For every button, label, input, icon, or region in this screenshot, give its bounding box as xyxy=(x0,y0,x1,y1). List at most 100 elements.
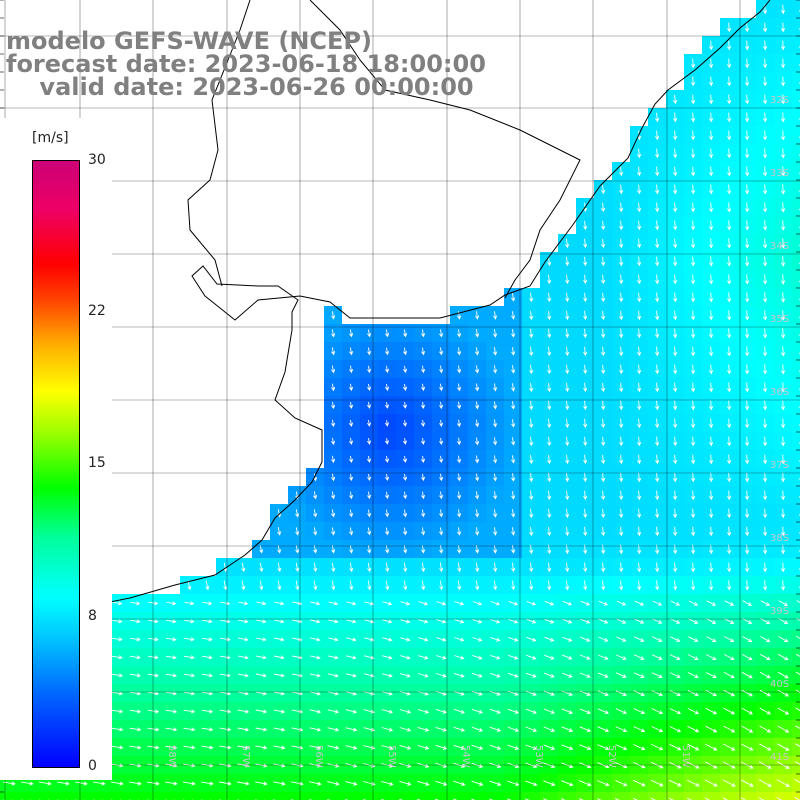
wind-arrow xyxy=(363,727,376,732)
wind-arrow xyxy=(273,781,286,786)
wind-arrow xyxy=(543,744,556,751)
wind-arrow xyxy=(346,655,357,660)
wind-arrow xyxy=(637,454,642,465)
wind-arrow xyxy=(366,420,372,427)
wind-arrow xyxy=(583,310,588,321)
wind-arrow xyxy=(313,580,318,591)
wind-arrow xyxy=(165,673,178,678)
wind-arrow xyxy=(637,202,642,213)
wind-arrow xyxy=(457,545,462,554)
wind-cell xyxy=(792,162,800,180)
wind-arrow xyxy=(309,673,321,678)
wind-arrow xyxy=(637,148,642,159)
wind-arrow xyxy=(490,601,501,606)
wind-arrow xyxy=(457,329,462,338)
wind-arrow xyxy=(579,690,591,696)
wind-arrow xyxy=(709,364,714,375)
wind-arrow xyxy=(763,58,768,69)
wind-arrow xyxy=(475,383,480,392)
wind-arrow xyxy=(601,436,606,447)
wind-arrow xyxy=(723,689,736,697)
wind-arrow xyxy=(740,779,754,787)
wind-cell xyxy=(792,468,800,486)
wind-arrow xyxy=(402,420,408,427)
wind-arrow xyxy=(493,365,498,374)
wind-arrow xyxy=(727,508,732,519)
wind-arrow xyxy=(490,619,501,624)
wind-arrow xyxy=(112,637,123,642)
wind-arrow xyxy=(475,419,480,428)
wind-arrow xyxy=(727,328,732,339)
wind-arrow xyxy=(745,436,750,447)
wind-arrow xyxy=(349,545,354,554)
wind-arrow xyxy=(601,256,606,267)
wind-arrow xyxy=(367,509,372,518)
wind-arrow xyxy=(673,202,678,213)
wind-arrow xyxy=(385,527,390,536)
wind-arrow xyxy=(758,797,765,800)
wind-arrow xyxy=(384,420,390,427)
wind-arrow xyxy=(691,148,696,159)
wind-arrow xyxy=(508,672,519,678)
latitude-labels: 32S 33S 34S 35S 36S 37S 38S 39S 40S 41S xyxy=(770,95,789,763)
wind-arrow xyxy=(763,490,768,501)
wind-arrow xyxy=(475,473,480,482)
wind-arrow xyxy=(655,382,660,393)
wind-arrow xyxy=(223,562,228,573)
wind-arrow xyxy=(273,727,286,732)
wind-arrow xyxy=(367,329,372,338)
wind-arrow xyxy=(471,708,483,714)
wind-arrow xyxy=(346,619,357,624)
wind-arrow xyxy=(673,526,678,537)
wind-arrow xyxy=(274,637,285,642)
wind-cell xyxy=(486,792,504,800)
wind-arrow xyxy=(313,562,318,573)
wind-arrow xyxy=(579,708,592,714)
wind-arrow xyxy=(547,526,552,537)
wind-arrow xyxy=(619,418,624,429)
wind-arrow xyxy=(727,130,732,141)
wind-cell xyxy=(450,792,468,800)
wind-arrow xyxy=(421,562,426,573)
wind-arrow xyxy=(745,148,750,159)
wind-arrow xyxy=(745,382,750,393)
wind-arrow xyxy=(565,238,570,249)
wind-arrow xyxy=(529,346,534,357)
wind-arrow xyxy=(763,238,768,249)
wind-arrow xyxy=(291,781,304,786)
wind-arrow xyxy=(745,346,750,357)
wind-arrow xyxy=(439,437,444,446)
wind-arrow xyxy=(543,708,555,714)
wind-arrow xyxy=(439,491,444,500)
wind-arrow xyxy=(583,490,588,501)
wind-arrow xyxy=(745,40,750,51)
wind-arrow xyxy=(489,708,502,714)
wind-arrow xyxy=(742,600,753,606)
wind-arrow xyxy=(781,76,786,87)
wind-arrow xyxy=(112,619,123,624)
wind-arrow xyxy=(526,654,537,660)
wind-arrow xyxy=(529,490,534,501)
wind-arrow xyxy=(349,347,354,356)
wind-arrow xyxy=(274,619,285,624)
wind-arrow xyxy=(366,455,372,463)
wind-arrow xyxy=(727,418,732,429)
wind-arrow xyxy=(795,671,800,675)
wind-arrow xyxy=(583,436,588,447)
longitude-label: 55W xyxy=(386,745,397,768)
wind-arrow xyxy=(345,745,358,750)
wind-arrow xyxy=(565,472,570,483)
wind-arrow xyxy=(111,745,124,750)
wind-arrow xyxy=(598,654,609,660)
wind-arrow xyxy=(781,490,786,501)
wind-arrow xyxy=(705,743,718,751)
wind-arrow xyxy=(777,743,790,751)
wind-cell xyxy=(558,792,576,800)
wind-arrow xyxy=(367,347,372,356)
wind-arrow xyxy=(781,382,786,393)
wind-arrow xyxy=(652,618,663,624)
wind-arrow xyxy=(601,184,606,195)
wind-arrow xyxy=(385,580,390,591)
wind-arrow xyxy=(655,328,660,339)
